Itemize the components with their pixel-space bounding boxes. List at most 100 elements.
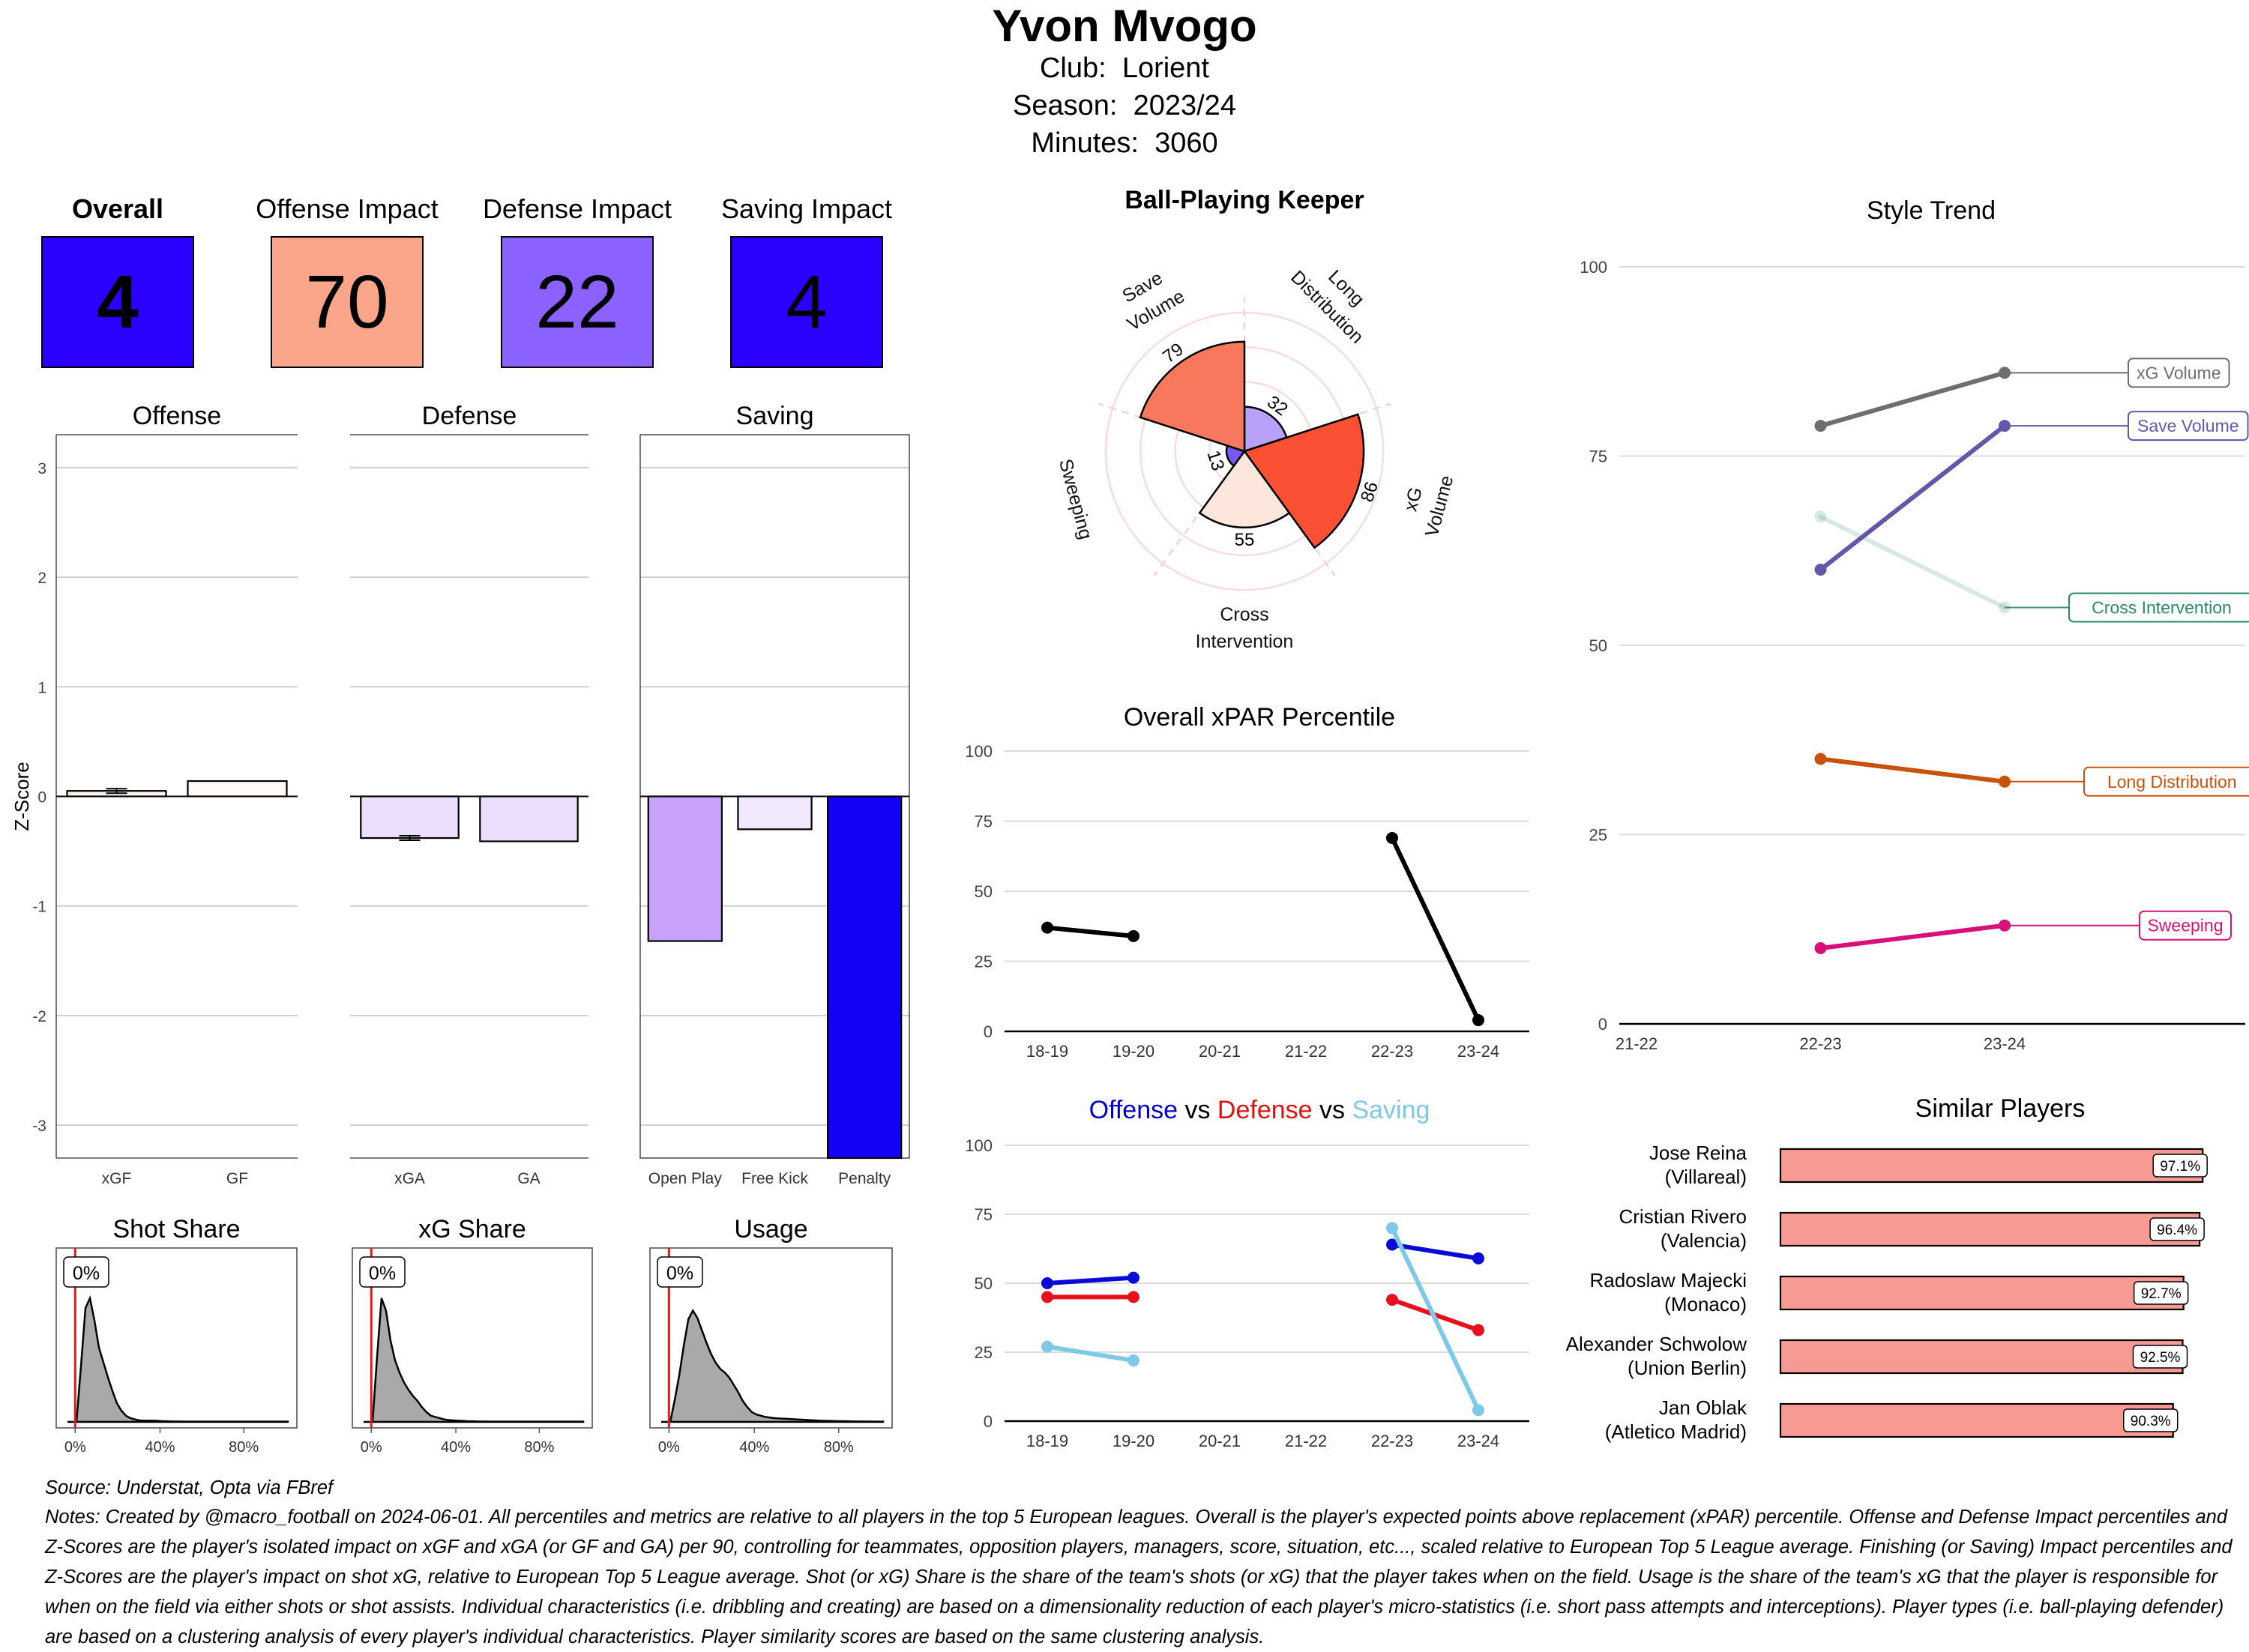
line-point [1386,1222,1398,1235]
polar-wedge [1198,449,1291,529]
ods-title: Offense vs Defense vs Saving [1089,1096,1430,1124]
ods-title-part: Offense [1089,1096,1178,1124]
line-ytick: 50 [975,882,993,901]
line-xtick: 18-19 [1026,1042,1068,1061]
similar-players-chart: Similar Players 97.1% Jose Reina(Villareal… [1566,1094,2208,1443]
line-segment [1818,756,2007,784]
line-point [1472,1324,1484,1336]
line-point [1814,510,1827,523]
line-point [1472,1014,1484,1027]
style-series-label: Cross Intervention [2092,598,2232,618]
season-label: Season: [1013,90,1118,121]
line-segment [1045,925,1136,938]
line-ytick: 75 [975,1205,993,1224]
offense-defense-saving-chart: Offense vs Defense vs Saving 0 25 50 75 100 18… [965,1096,1529,1450]
zscore-bar [360,795,460,839]
player-name: Yvon Mvogo [992,1,1257,51]
line-point [1814,564,1827,576]
similar-bar [1779,1275,2185,1311]
polar-category-label: Cross [1220,604,1268,625]
line-point [1472,1252,1484,1264]
polar-spoke [1098,403,1245,452]
similar-player-name: Alexander Schwolow [1566,1333,1747,1355]
card-title-offense: Offense Impact [256,193,439,224]
polar-category-label: Volume [1421,473,1458,539]
style-series-label: xG Volume [2137,363,2221,382]
ods-title-part: Saving [1352,1096,1430,1124]
share-label: 0% [73,1263,100,1284]
share-xtick: 80% [229,1439,259,1456]
style-series-label: Save Volume [2137,416,2239,435]
line-ytick: 100 [1580,258,1607,277]
zscore-bar [737,795,813,830]
zscore-xtick: Open Play [648,1170,723,1187]
style-label-box [2068,592,2249,623]
zscore-bar [479,795,579,842]
notes: Notes: Created by @macro_football on 202… [45,1507,2233,1648]
style-trend-chart: Style Trend 0 25 50 75 100 21-22 22-23 23-24 xG V… [1580,196,2249,1053]
line-ytick: 25 [975,953,993,971]
ods-title-part: vs [1178,1096,1217,1124]
zscore-ytick: -2 [32,1008,46,1025]
share-xtick: 80% [524,1439,554,1456]
line-point [1127,1271,1139,1284]
similar-player-club: (Union Berlin) [1628,1357,1747,1379]
share-label: 0% [369,1263,396,1284]
style-title: Style Trend [1867,196,1996,225]
line-segment [1390,835,1481,1023]
line-xtick: 23-24 [1457,1432,1499,1450]
zscore-bar [827,795,903,1160]
similar-player-club: (Villareal) [1665,1166,1747,1188]
zscore-panel-title: Saving [736,402,814,430]
line-point [1386,1294,1398,1306]
share-panel-title: xG Share [418,1215,526,1243]
line-point [1814,942,1827,954]
card-title-overall: Overall [71,193,164,224]
similar-player-name: Radoslaw Majecki [1589,1269,1747,1291]
line-point [1814,420,1827,432]
zscore-ytick: 1 [37,679,46,696]
line-ytick: 75 [975,813,993,831]
line-xtick: 21-22 [1285,1432,1327,1450]
zscore-xtick: GA [517,1170,540,1187]
zscore-bar [647,795,723,942]
line-ytick: 50 [1589,636,1607,655]
similar-value-label: 90.3% [2131,1414,2171,1429]
zscore-xtick: Penalty [838,1170,891,1187]
line-point [1041,1277,1053,1289]
polar-spoke [1244,450,1336,576]
line-point [1041,921,1053,934]
line-point [1814,753,1827,765]
zscore-bar [187,780,288,798]
polar-category-label: Intervention [1196,631,1294,652]
club-value: Lorient [1122,52,1210,84]
share-label-box [63,1256,109,1288]
style-series-label: Sweeping [2147,916,2223,935]
zscore-xtick: xGF [102,1170,132,1187]
line-xtick: 23-24 [1984,1034,2026,1053]
line-xtick: 19-20 [1113,1042,1154,1061]
polar-value-label: 13 [1202,448,1228,474]
style-label-box [2128,411,2249,441]
style-label-box [2083,766,2249,797]
ods-title-part: Defense [1217,1096,1313,1124]
zscore-chart: Z-Score -3 -2 -1 0 1 2 3 Offense xGF GF Defense xGA G… [10,402,910,1187]
line-xtick: 21-22 [1616,1034,1658,1053]
similar-bar [1779,1402,2174,1438]
line-ytick: 0 [1598,1015,1607,1034]
similar-label-box [2133,1281,2189,1305]
line-point [1127,1291,1139,1303]
line-point [1386,1238,1398,1251]
minutes-line: Minutes: 3060 [0,127,2249,160]
xpar-title: Overall xPAR Percentile [1124,703,1395,732]
zscore-ylabel: Z-Score [10,762,33,830]
polar-chart: Ball-Playing Keeper3286551379LongDistrib… [1055,186,1457,652]
polar-category-label: Sweeping [1055,456,1096,541]
similar-title: Similar Players [1915,1094,2086,1123]
line-ytick: 100 [965,742,993,761]
style-series-label: Long Distribution [2107,772,2237,792]
share-density [364,1297,585,1423]
line-segment [1818,923,2007,950]
share-panel-title: Usage [734,1215,807,1243]
